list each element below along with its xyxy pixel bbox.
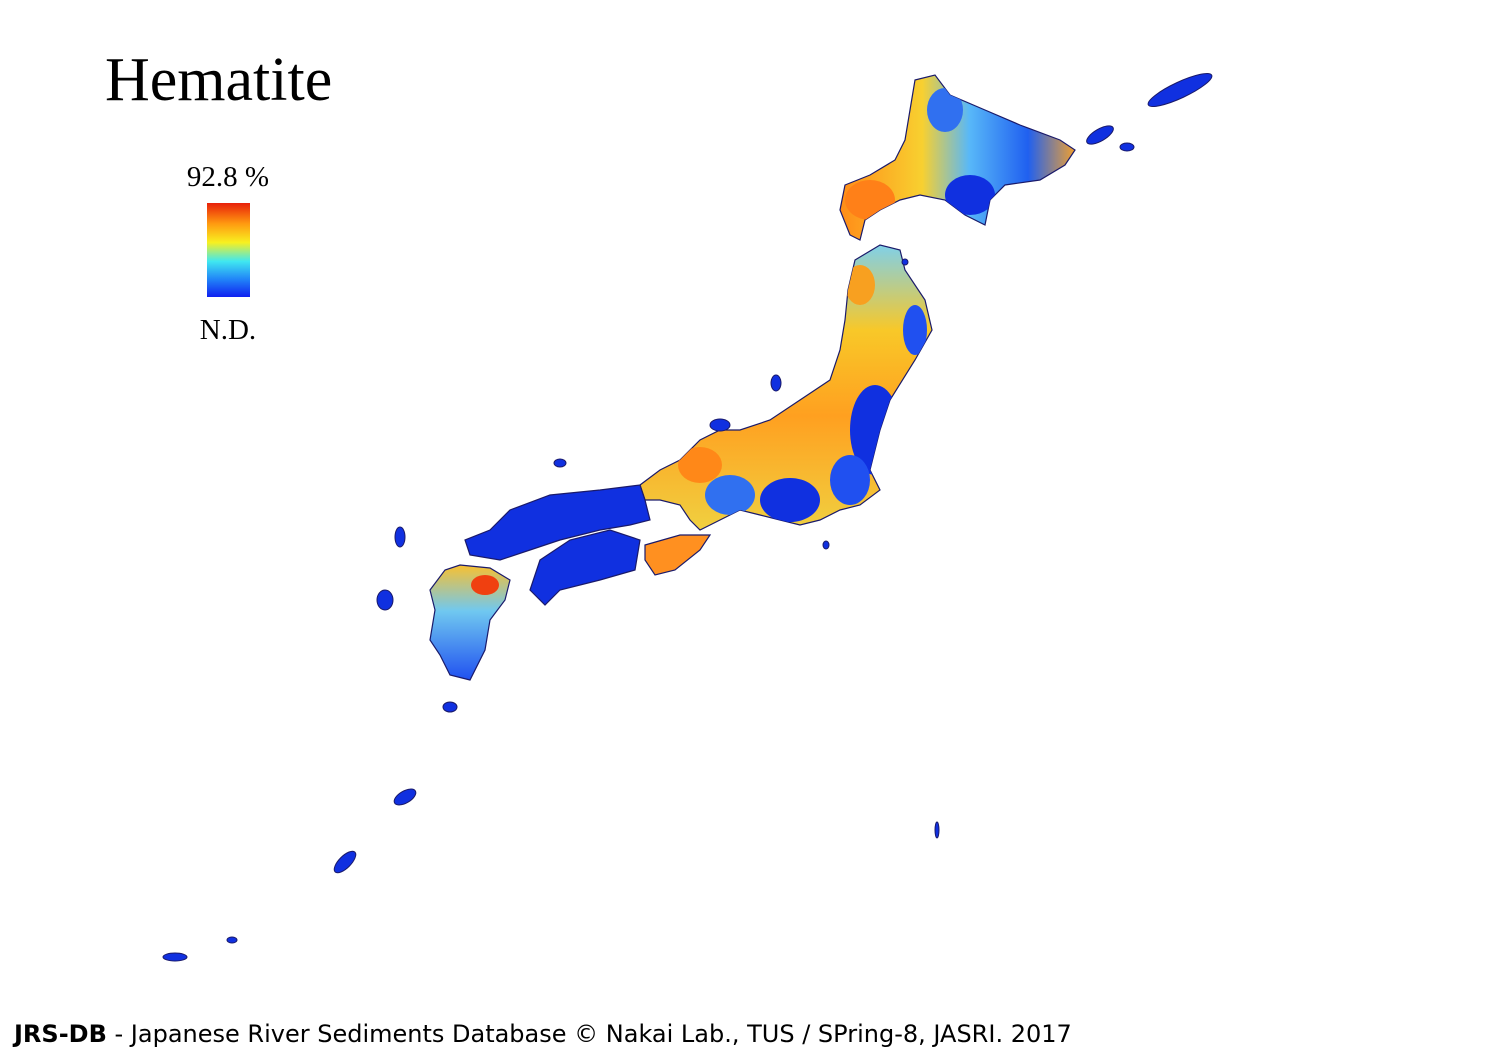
small-islands (162, 73, 1213, 962)
footer-brand: JRS-DB (12, 1020, 107, 1048)
footer-credit: JRS-DB - Japanese River Sediments Databa… (12, 1020, 1072, 1048)
legend-min-label: N.D. (200, 314, 256, 346)
legend-max-label: 92.8 % (187, 161, 269, 193)
japan-map (162, 73, 1213, 962)
footer-text: - Japanese River Sediments Database © Na… (107, 1020, 1072, 1048)
legend-color-bar (207, 203, 250, 297)
kii-peninsula (644, 534, 712, 576)
shikoku (529, 529, 641, 606)
chugoku (464, 484, 651, 561)
map-title: Hematite (105, 46, 332, 114)
hokkaido (839, 74, 1076, 241)
